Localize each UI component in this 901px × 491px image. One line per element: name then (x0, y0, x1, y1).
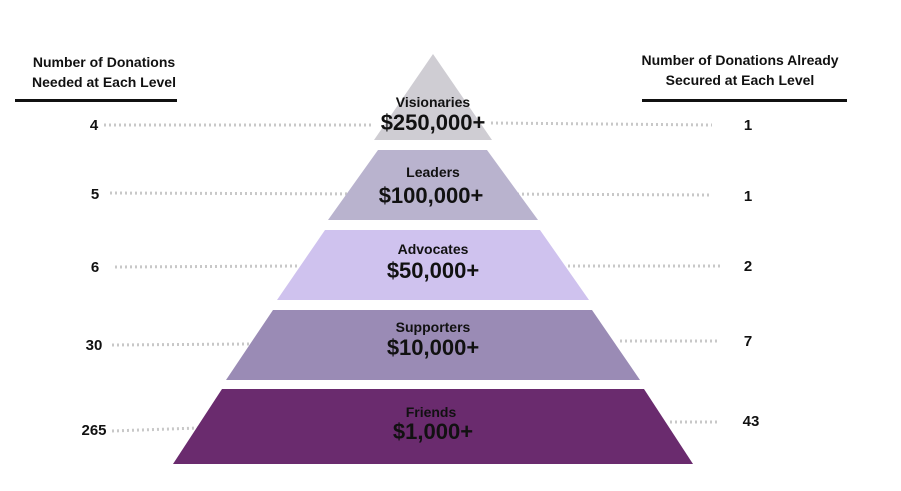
needed-count-supporters: 30 (85, 337, 103, 354)
needed-header-underline (15, 99, 177, 102)
tier-name-friends: Friends (406, 404, 457, 420)
tier-shape-visionaries (374, 54, 492, 140)
secured-count-friends: 43 (742, 413, 760, 430)
tier-name-visionaries: Visionaries (396, 94, 471, 110)
leader-left-advocates (114, 264, 299, 269)
leader-left-supporters (111, 342, 251, 347)
tier-shape-supporters (226, 310, 640, 380)
needed-count-friends: 265 (81, 422, 107, 439)
tier-shape-friends (173, 389, 693, 464)
tier-name-supporters: Supporters (396, 319, 471, 335)
tier-amount-advocates: $50,000+ (387, 258, 479, 283)
secured-header-line1: Number of Donations Already (641, 52, 839, 68)
needed-header-line2: Needed at Each Level (32, 74, 176, 90)
tier-amount-visionaries: $250,000+ (381, 110, 486, 135)
leader-left-leaders (109, 191, 372, 196)
needed-count-visionaries: 4 (89, 117, 99, 134)
secured-count-leaders: 1 (743, 188, 753, 205)
leader-right-visionaries (490, 121, 713, 127)
needed-count-leaders: 5 (90, 186, 100, 203)
secured-header-line2: Secured at Each Level (665, 72, 815, 88)
tier-shape-leaders (328, 150, 538, 220)
dotted-leaders (104, 121, 720, 433)
secured-header: Number of Donations Already Secured at E… (624, 50, 856, 90)
tier-amount-supporters: $10,000+ (387, 335, 479, 360)
leader-left-friends (111, 426, 199, 433)
tier-name-leaders: Leaders (406, 164, 460, 180)
needed-count-advocates: 6 (90, 259, 100, 276)
tier-amount-leaders: $100,000+ (379, 183, 484, 208)
tier-amount-friends: $1,000+ (393, 419, 473, 444)
tier-name-advocates: Advocates (398, 241, 469, 257)
tier-shape-advocates (277, 230, 589, 300)
leader-right-leaders (491, 192, 713, 197)
needed-header: Number of Donations Needed at Each Level (14, 52, 194, 92)
secured-count-supporters: 7 (743, 333, 753, 350)
needed-header-line1: Number of Donations (32, 54, 176, 70)
secured-count-advocates: 2 (743, 258, 753, 275)
secured-header-underline (642, 99, 847, 102)
secured-count-visionaries: 1 (743, 117, 753, 134)
